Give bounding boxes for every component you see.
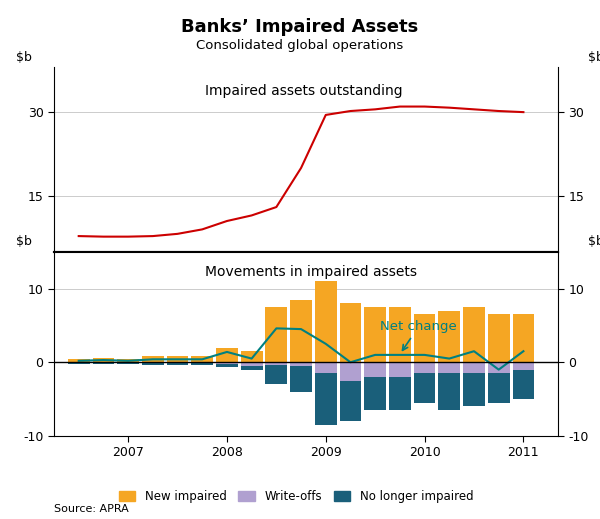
Bar — [92, 363, 114, 364]
Bar — [92, 362, 114, 363]
Bar — [389, 307, 411, 362]
Bar — [315, 373, 337, 425]
Text: Movements in impaired assets: Movements in impaired assets — [205, 265, 417, 279]
Bar — [389, 362, 411, 377]
Bar — [439, 311, 460, 362]
Text: Source: APRA: Source: APRA — [54, 504, 129, 514]
Bar — [290, 362, 312, 366]
Bar — [290, 299, 312, 362]
Bar — [512, 315, 534, 362]
Bar — [512, 362, 534, 370]
Bar — [512, 370, 534, 399]
Bar — [167, 363, 188, 365]
Bar — [414, 373, 436, 403]
Bar — [414, 362, 436, 373]
Bar — [389, 377, 411, 410]
Bar — [241, 351, 263, 362]
Bar — [142, 357, 164, 362]
Bar — [191, 357, 213, 362]
Bar — [216, 364, 238, 367]
Bar — [68, 363, 89, 364]
Bar — [265, 307, 287, 362]
Text: Impaired assets outstanding: Impaired assets outstanding — [205, 84, 403, 98]
Bar — [340, 362, 361, 380]
Bar — [92, 358, 114, 362]
Text: $b: $b — [588, 235, 600, 248]
Bar — [167, 357, 188, 362]
Bar — [439, 362, 460, 373]
Bar — [68, 359, 89, 362]
Bar — [117, 362, 139, 363]
Bar — [340, 303, 361, 362]
Bar — [117, 363, 139, 364]
Bar — [488, 315, 509, 362]
Bar — [290, 366, 312, 392]
Bar — [117, 359, 139, 362]
Bar — [191, 363, 213, 365]
Bar — [463, 362, 485, 373]
Bar — [216, 362, 238, 364]
Bar — [463, 307, 485, 362]
Bar — [340, 380, 361, 421]
Bar — [241, 362, 263, 366]
Legend: New impaired, Write-offs, No longer impaired: New impaired, Write-offs, No longer impa… — [114, 485, 478, 508]
Bar — [265, 362, 287, 365]
Bar — [414, 315, 436, 362]
Text: Consolidated global operations: Consolidated global operations — [196, 39, 404, 52]
Bar — [167, 362, 188, 363]
Bar — [142, 363, 164, 365]
Bar — [191, 362, 213, 363]
Bar — [439, 373, 460, 410]
Bar — [265, 365, 287, 384]
Bar — [68, 362, 89, 363]
Bar — [315, 281, 337, 362]
Bar — [463, 373, 485, 406]
Text: $b: $b — [588, 51, 600, 64]
Bar — [142, 362, 164, 363]
Bar — [488, 373, 509, 403]
Text: Net change: Net change — [380, 320, 457, 350]
Bar — [364, 307, 386, 362]
Bar — [216, 348, 238, 362]
Bar — [364, 362, 386, 377]
Text: Banks’ Impaired Assets: Banks’ Impaired Assets — [181, 18, 419, 36]
Text: $b: $b — [16, 51, 32, 64]
Text: $b: $b — [16, 235, 32, 248]
Bar — [315, 362, 337, 373]
Bar — [488, 362, 509, 373]
Bar — [364, 377, 386, 410]
Bar — [241, 366, 263, 370]
